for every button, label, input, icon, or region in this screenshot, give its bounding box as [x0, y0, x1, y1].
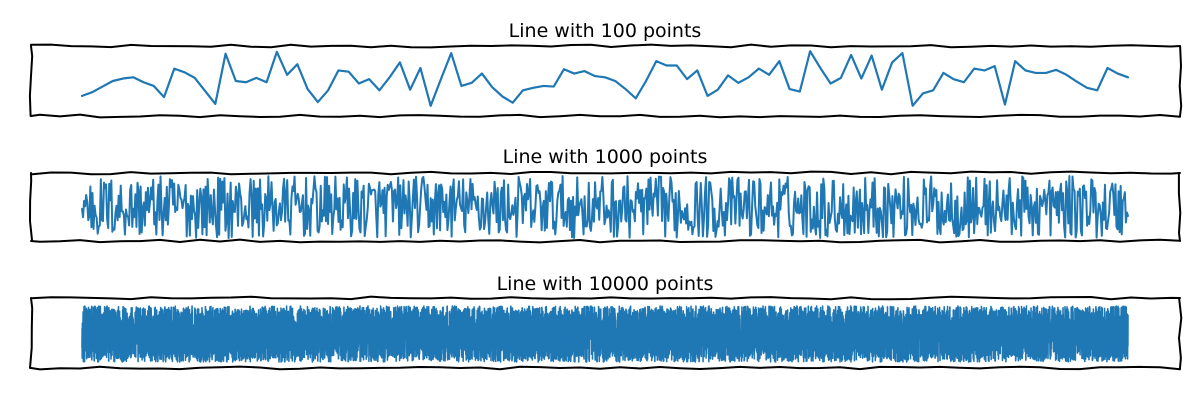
panel-100-points: Line with 100 points [28, 20, 1183, 119]
panel-10000-points: Line with 10000 points [29, 273, 1183, 371]
series-line [81, 305, 1129, 363]
axes-frame [29, 170, 1182, 244]
axes-frame [29, 295, 1183, 371]
panel-title: Line with 10000 points [497, 273, 714, 295]
panel-title: Line with 100 points [509, 20, 702, 42]
panel-title: Line with 1000 points [503, 146, 708, 168]
series-line [81, 175, 1129, 239]
panel-1000-points: Line with 1000 points [29, 146, 1182, 244]
axes-frame [28, 43, 1183, 119]
series-line [80, 50, 1130, 107]
